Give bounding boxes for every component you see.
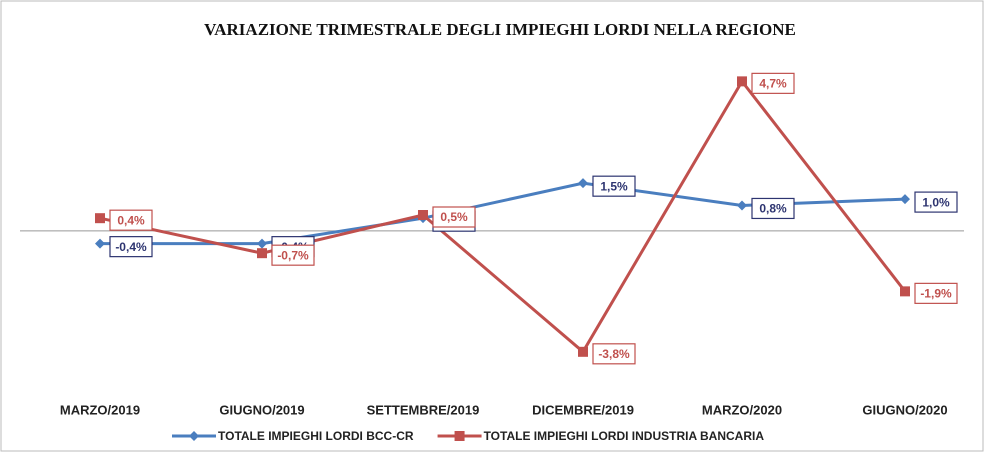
point-marker [257, 248, 267, 259]
point-marker [737, 76, 747, 87]
x-tick-label: DICEMBRE/2019 [532, 402, 634, 417]
value-label-box [271, 244, 315, 266]
chart-title: VARIAZIONE TRIMESTRALE DEGLI IMPIEGHI LO… [204, 20, 796, 39]
value-label-box [751, 72, 795, 94]
series-line [99, 78, 907, 355]
value-label-box [914, 282, 958, 304]
point-marker [900, 194, 910, 205]
value-label: 0,4% [117, 213, 145, 227]
point-marker [257, 238, 267, 249]
value-label: 1,0% [922, 195, 950, 209]
value-label: -0,7% [277, 248, 309, 262]
value-label-box [109, 209, 153, 231]
legend-label: TOTALE IMPIEGHI LORDI BCC-CR [218, 429, 414, 443]
value-label-box [751, 197, 795, 220]
legend-label: TOTALE IMPIEGHI LORDI INDUSTRIA BANCARIA [484, 429, 765, 443]
value-label: 0,5% [440, 210, 468, 224]
value-label: 1,5% [600, 179, 628, 193]
value-label: 4,7% [759, 77, 787, 91]
legend-marker [189, 431, 199, 441]
value-label: -0,4% [115, 240, 147, 254]
value-label-box [914, 191, 958, 213]
value-label-box [432, 206, 476, 228]
point-marker [578, 178, 588, 189]
point-marker [737, 200, 747, 211]
x-tick-label: GIUGNO/2019 [219, 402, 304, 417]
point-marker [418, 210, 428, 220]
point-marker [900, 286, 910, 297]
legend-marker [454, 431, 465, 441]
value-label-box [592, 175, 636, 197]
point-marker [95, 213, 105, 224]
x-tick-label: MARZO/2019 [60, 402, 140, 417]
point-marker [95, 238, 105, 249]
value-label: -3,8% [598, 347, 630, 361]
x-tick-label: SETTEMBRE/2019 [367, 402, 480, 417]
x-tick-label: GIUGNO/2020 [862, 402, 947, 417]
value-label: 0,8% [759, 202, 787, 216]
value-label-box [592, 343, 636, 365]
value-label: -1,9% [920, 287, 952, 301]
x-tick-label: MARZO/2020 [702, 402, 782, 417]
point-marker [578, 346, 588, 357]
value-label-box [109, 236, 153, 258]
